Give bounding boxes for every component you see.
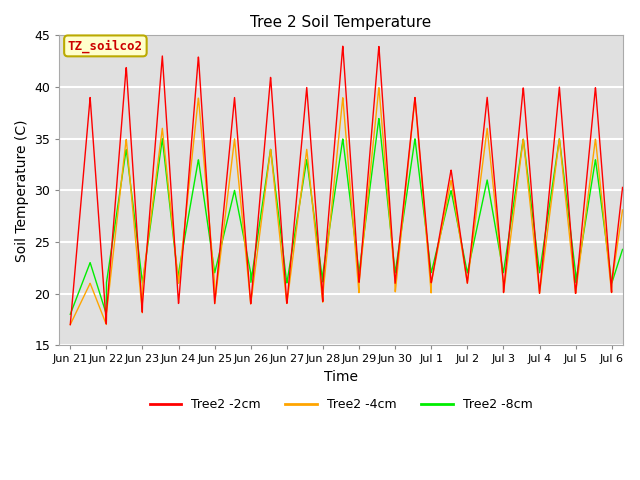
X-axis label: Time: Time [324,370,358,384]
Text: TZ_soilco2: TZ_soilco2 [68,39,143,53]
Legend: Tree2 -2cm, Tree2 -4cm, Tree2 -8cm: Tree2 -2cm, Tree2 -4cm, Tree2 -8cm [145,394,538,417]
Title: Tree 2 Soil Temperature: Tree 2 Soil Temperature [250,15,431,30]
Y-axis label: Soil Temperature (C): Soil Temperature (C) [15,119,29,262]
